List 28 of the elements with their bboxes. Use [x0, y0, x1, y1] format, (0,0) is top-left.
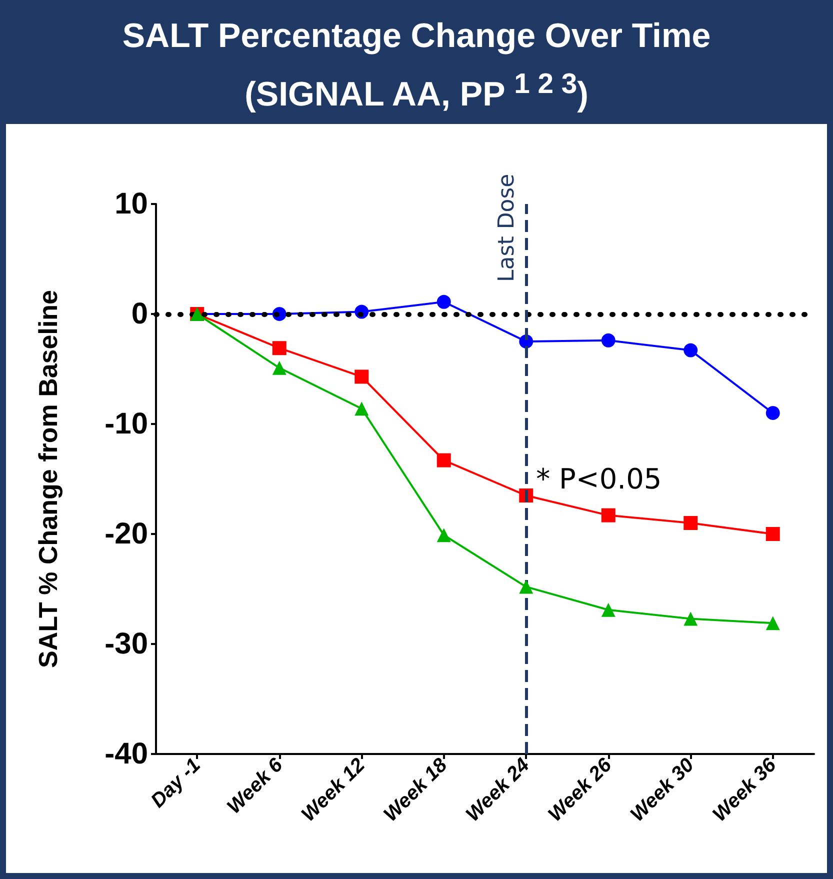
point — [601, 602, 616, 617]
y-tick-label: -20 — [104, 518, 148, 550]
y-tick-label: 10 — [114, 188, 148, 220]
ref-line-label: Last Dose — [494, 174, 520, 282]
point — [272, 360, 286, 375]
point — [601, 333, 616, 348]
y-axis-title: SALT % Change from Baseline — [33, 290, 63, 668]
point — [684, 516, 698, 530]
y-tick-label: 0 — [131, 298, 148, 330]
chart-title: SALT Percentage Change Over Time (SIGNAL AA, PP $^{1 2 3}$) — [121, 16, 712, 116]
point — [684, 343, 698, 358]
point — [272, 341, 286, 356]
point — [766, 616, 780, 630]
y-tick-label: -40 — [104, 738, 148, 770]
point — [354, 402, 369, 416]
annotation: * P<0.05 — [536, 462, 662, 496]
point — [436, 294, 451, 309]
point — [766, 527, 780, 541]
y-tick-label: -10 — [104, 408, 148, 440]
x-tick-label: Day -1 — [146, 754, 205, 812]
y-tick-label: -30 — [104, 628, 148, 660]
point — [601, 508, 616, 522]
point — [684, 612, 698, 626]
point — [436, 453, 451, 468]
point — [766, 406, 780, 420]
point — [519, 580, 534, 594]
point — [354, 370, 369, 384]
point — [436, 528, 451, 542]
